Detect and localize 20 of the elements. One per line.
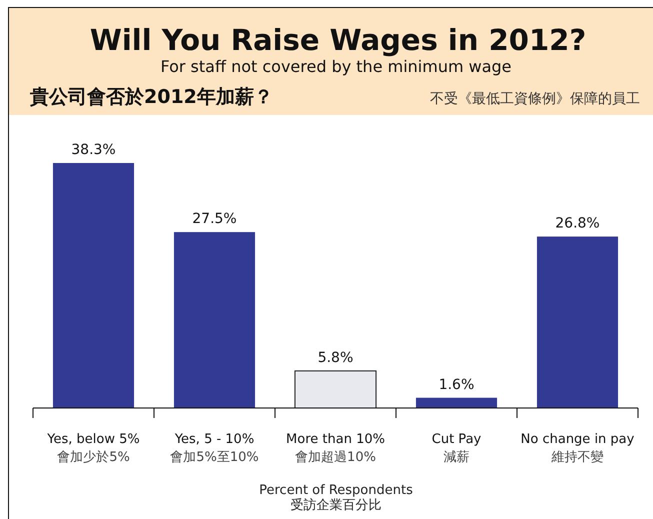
bar <box>294 370 377 408</box>
x-axis-title: Percent of Respondents 受訪企業百分比 <box>259 483 414 513</box>
data-label: 1.6% <box>438 376 474 393</box>
bar <box>536 236 618 408</box>
bar <box>52 163 134 408</box>
text: 貴公司會否於2012年加薪？ <box>29 86 273 108</box>
data-label: 5.8% <box>318 350 354 366</box>
x-tick-label: Yes, below 5% 會加少於5% <box>46 432 140 465</box>
bar <box>174 232 256 408</box>
data-label: 26.8% <box>555 216 600 232</box>
x-tick-label: Yes, 5 - 10% 會加5%至10% <box>170 432 259 465</box>
text: 不受《最低工資條例》保障的員工 <box>430 91 640 107</box>
chart-title: Will You Raise Wages in 2012? <box>90 23 586 57</box>
data-label: 27.5% <box>192 211 237 228</box>
x-tick-label: No change in pay 維持不變 <box>520 432 635 465</box>
data-label: 38.3% <box>71 142 116 158</box>
chart-subtitle: For staff not covered by the minimum wage <box>160 57 512 76</box>
x-tick-label: Cut Pay 減薪 <box>432 432 482 465</box>
x-tick-label: More than 10% 會加超過10% <box>286 432 385 465</box>
bar <box>416 398 498 408</box>
